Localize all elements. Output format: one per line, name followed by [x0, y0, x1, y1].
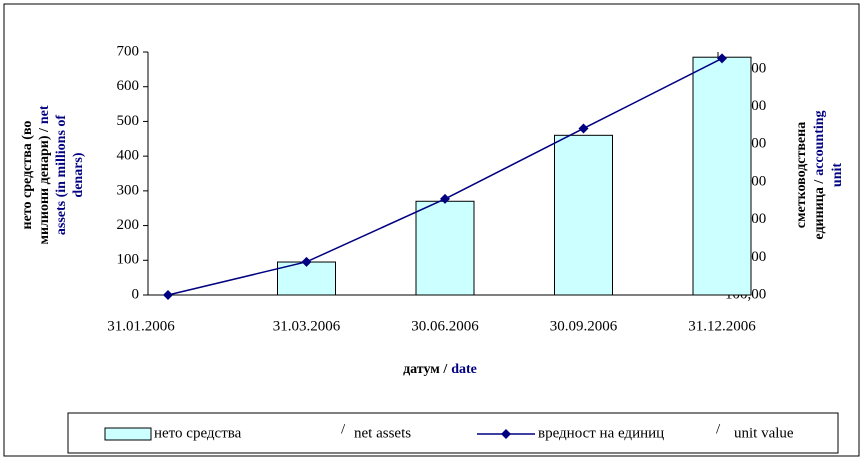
x-axis-label: датум / date	[403, 362, 477, 377]
y2-axis-label-part: единица /	[812, 179, 827, 240]
x-axis-label-part: date	[451, 362, 477, 377]
bar	[554, 134, 613, 296]
y-axis-label: denars)	[71, 152, 86, 197]
y-tick-label: 600	[117, 78, 140, 94]
legend-box	[67, 412, 839, 454]
y-axis-label-part: милиони денари) /	[37, 127, 52, 245]
bar	[415, 200, 475, 296]
y-tick-label: 200	[117, 217, 140, 233]
y-tick-label: 400	[117, 148, 140, 164]
y2-axis-label: unit	[830, 163, 845, 187]
legend-marker	[501, 429, 511, 439]
x-axis-label-part: датум /	[403, 362, 448, 377]
line-marker	[578, 123, 589, 134]
y-tick-label: 700	[117, 43, 140, 59]
y-tick-label: 100	[117, 252, 140, 268]
y-axis-label-part: нето средства (во	[20, 121, 35, 230]
x-tick-label: 31.12.2006	[688, 318, 756, 334]
y-axis-label-part: net	[37, 105, 52, 124]
y2-axis-label-part: unit	[830, 163, 845, 187]
y2-axis-label-part: accounting	[812, 110, 827, 175]
bar	[277, 261, 336, 296]
line-marker	[163, 290, 173, 300]
y-axis-label-part: assets (in millions of	[54, 115, 69, 236]
y-tick-label: 300	[117, 182, 140, 198]
x-tick-label: 30.06.2006	[411, 318, 479, 334]
line-marker	[717, 53, 727, 64]
y-axis-label-part: denars)	[71, 152, 86, 197]
legend-english: unit value	[734, 425, 794, 441]
legend-label: вредност на единиц	[538, 425, 664, 441]
y-tick-label: 0	[132, 286, 140, 302]
y-axis-label: assets (in millions of	[54, 115, 69, 236]
y2-axis-label: сметководствена	[794, 122, 809, 228]
bar	[692, 56, 752, 296]
legend-label: нето средства	[154, 425, 242, 441]
y-axis-label: нето средства (во	[20, 121, 35, 230]
y-axis-label: милиони денари) / net	[37, 105, 52, 244]
legend-separator: /	[716, 421, 721, 437]
legend-swatch	[104, 427, 152, 441]
line-marker	[301, 256, 312, 267]
y2-axis-label-part: сметководствена	[794, 122, 809, 228]
x-tick-label: 30.09.2006	[550, 318, 618, 334]
y-tick-label: 500	[117, 113, 140, 129]
legend-separator: /	[341, 421, 346, 437]
x-tick-label: 31.03.2006	[273, 318, 341, 334]
y2-axis-label: единица / accounting	[812, 110, 827, 239]
x-tick-label: 31.01.2006	[107, 318, 175, 334]
line-marker	[440, 193, 450, 204]
legend-english: net assets	[354, 425, 411, 441]
